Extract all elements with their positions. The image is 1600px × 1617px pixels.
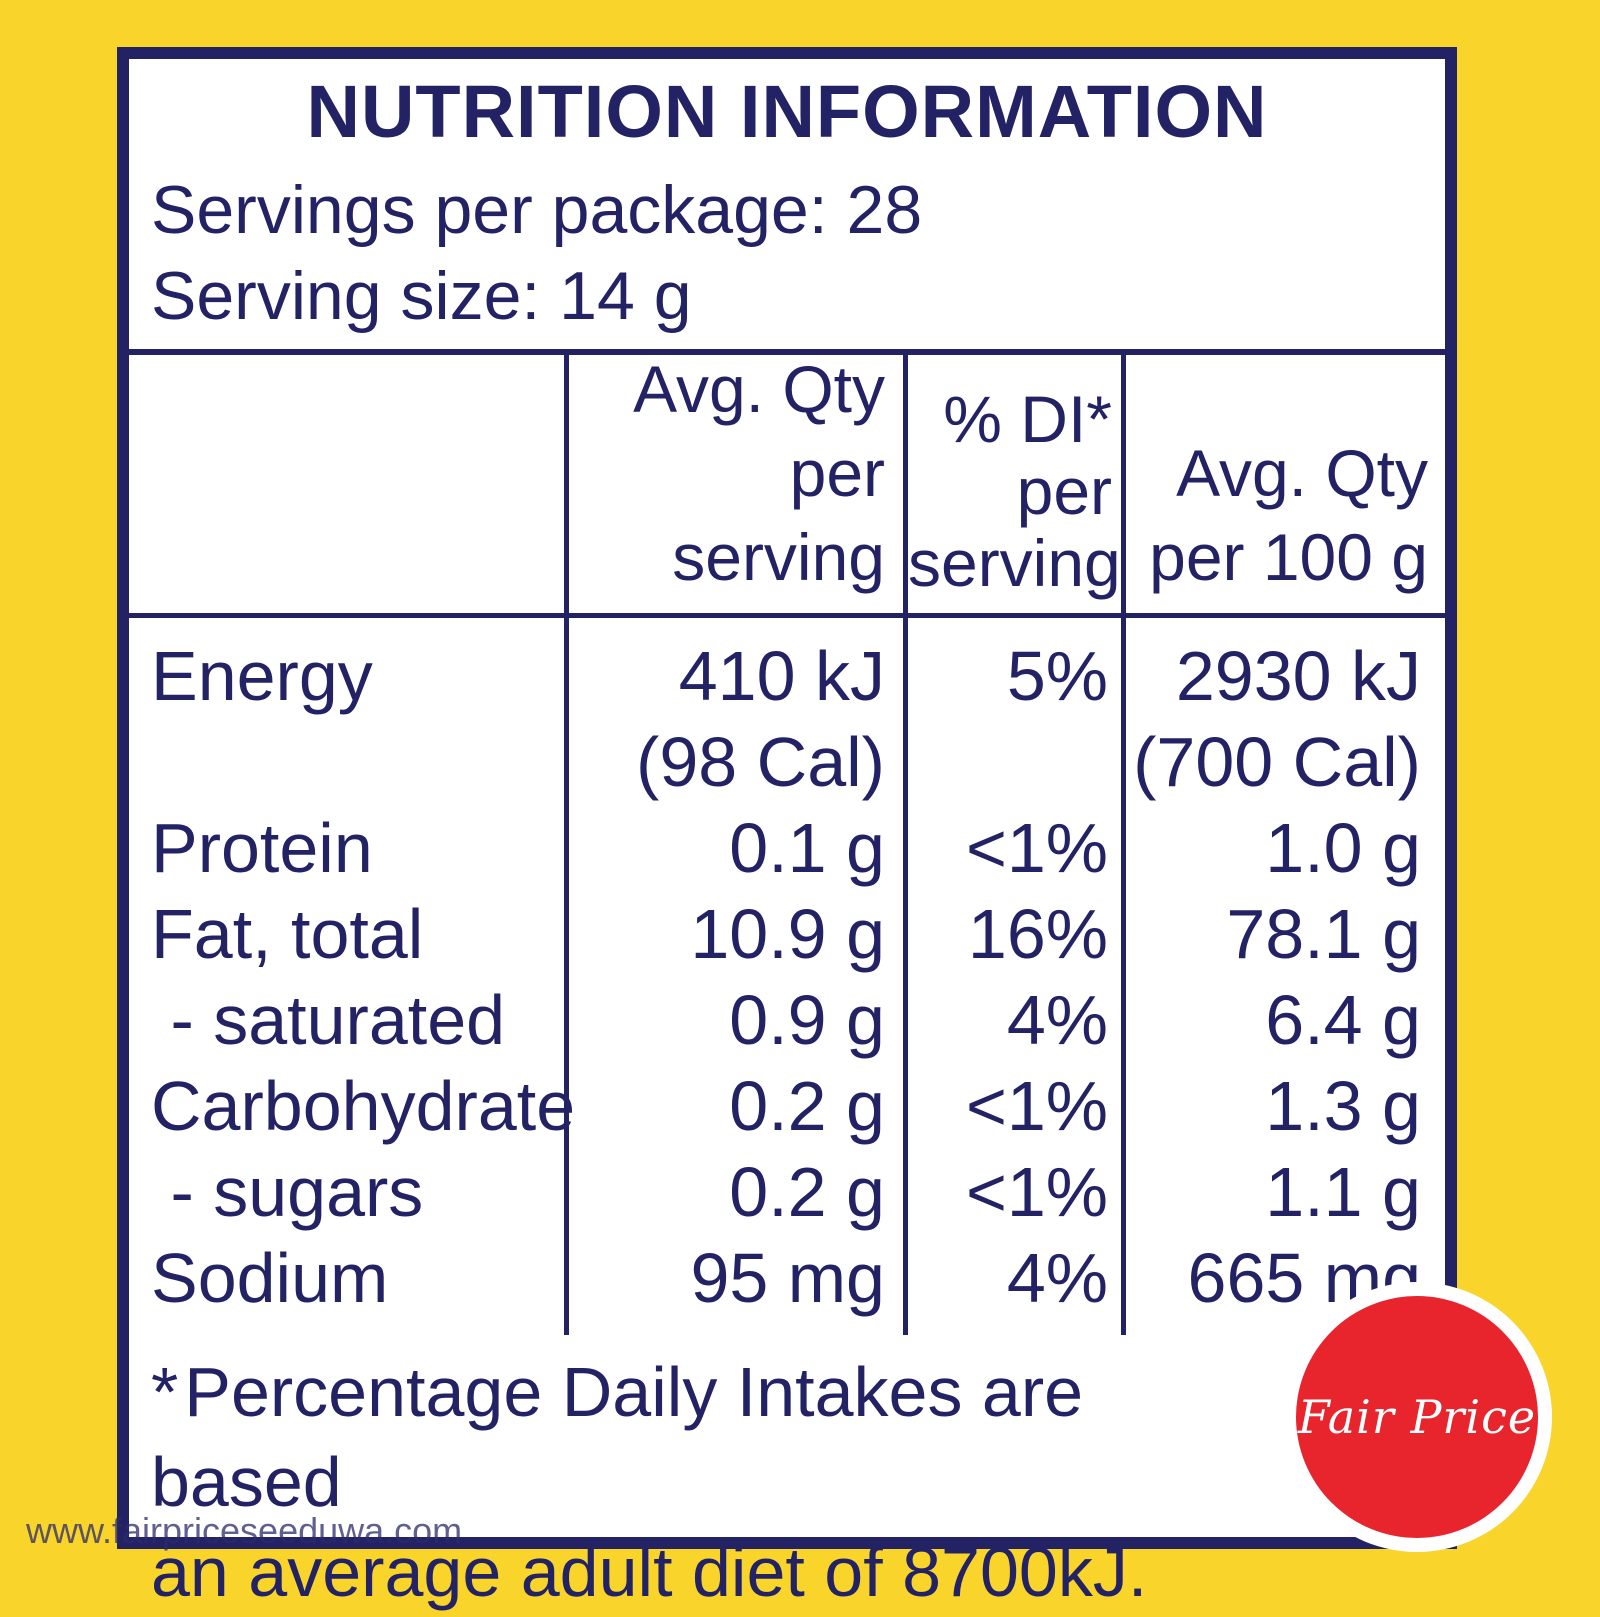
serving-size: Serving size: 14 g <box>151 258 692 334</box>
nutrient-name: Fat, total <box>151 895 424 973</box>
per-100g-value: 2930 kJ <box>1175 637 1421 715</box>
per-serving-value: 10.9 g <box>690 895 885 973</box>
column-divider <box>1121 355 1126 1335</box>
per-serving-value: 0.2 g <box>729 1153 885 1231</box>
per-serving-value: (98 Cal) <box>636 723 885 801</box>
footnote-line-1: Percentage Daily Intakes are based <box>151 1353 1084 1521</box>
panel-header: NUTRITION INFORMATION Servings per packa… <box>129 59 1445 355</box>
column-header-per-100g: Avg. Qty per 100 g <box>1149 436 1428 594</box>
footnote: *Percentage Daily Intakes are based an a… <box>151 1347 1285 1617</box>
nutrition-panel: NUTRITION INFORMATION Servings per packa… <box>117 47 1457 1611</box>
nutrient-name: - sugars <box>151 1153 424 1231</box>
column-divider <box>903 355 908 1335</box>
nutrient-name: - saturated <box>151 981 506 1059</box>
per-serving-value: 0.9 g <box>729 981 885 1059</box>
di-value: <1% <box>965 809 1108 887</box>
servings-per-package: Servings per package: 28 <box>151 172 923 248</box>
column-header-per-serving: Avg. Qty per serving <box>633 352 885 594</box>
fair-price-logo: Fair Price <box>1282 1282 1552 1552</box>
per-100g-value: 1.0 g <box>1265 809 1421 887</box>
per-100g-value: 1.1 g <box>1265 1153 1421 1231</box>
footnote-line-2: an average adult diet of 8700kJ. <box>151 1533 1148 1611</box>
logo-disc: Fair Price <box>1296 1296 1538 1538</box>
per-serving-value: 410 kJ <box>678 637 885 715</box>
di-value: <1% <box>965 1153 1108 1231</box>
panel-title: NUTRITION INFORMATION <box>306 70 1268 153</box>
column-header-di: % DI* per serving <box>908 382 1121 600</box>
nutrient-name: Energy <box>151 637 373 715</box>
nutrient-name: Protein <box>151 809 373 887</box>
di-value: 4% <box>1006 1239 1108 1317</box>
di-value: <1% <box>965 1067 1108 1145</box>
per-100g-value: 78.1 g <box>1226 895 1421 973</box>
di-value: 16% <box>967 895 1108 973</box>
di-value: 4% <box>1006 981 1108 1059</box>
per-100g-value: 1.3 g <box>1265 1067 1421 1145</box>
footnote-marker: * <box>151 1353 179 1431</box>
per-100g-value: (700 Cal) <box>1133 723 1421 801</box>
di-value: 5% <box>1006 637 1108 715</box>
per-serving-value: 0.1 g <box>729 809 885 887</box>
column-divider <box>564 355 569 1335</box>
per-serving-value: 95 mg <box>690 1239 885 1317</box>
per-serving-value: 0.2 g <box>729 1067 885 1145</box>
header-divider <box>129 613 1445 618</box>
logo-text: Fair Price <box>1297 1390 1537 1444</box>
nutrient-name: Sodium <box>151 1239 389 1317</box>
per-100g-value: 6.4 g <box>1265 981 1421 1059</box>
website-watermark: www.fairpriceseeduwa.com <box>26 1510 463 1551</box>
nutrition-table: Avg. Qty per serving % DI* per serving A… <box>129 352 1445 1335</box>
nutrient-name: Carbohydrate <box>151 1067 576 1145</box>
